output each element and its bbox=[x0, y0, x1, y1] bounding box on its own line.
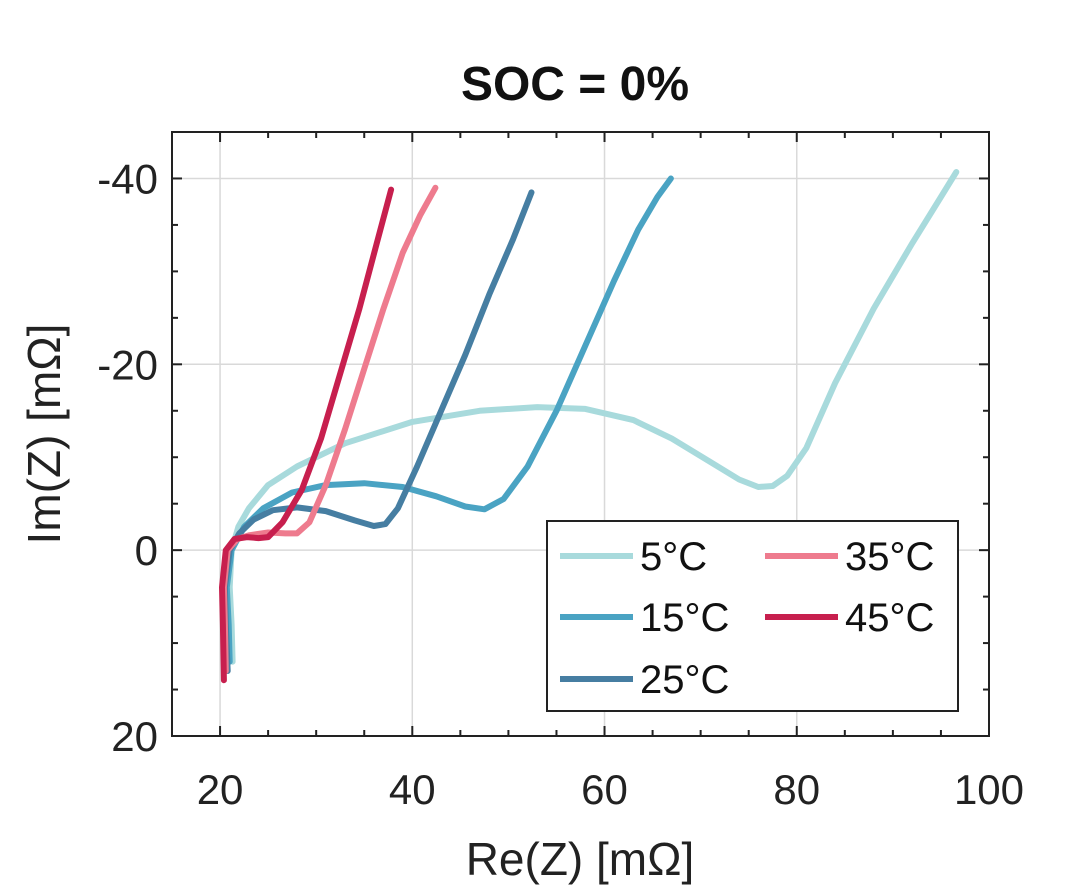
y-tick-label: 0 bbox=[135, 527, 158, 574]
y-tick-label: -40 bbox=[97, 155, 158, 202]
chart-title: SOC = 0% bbox=[461, 58, 689, 111]
x-tick-label: 40 bbox=[389, 766, 436, 813]
x-axis-label: Re(Z) [mΩ] bbox=[466, 833, 695, 885]
legend-label: 25°C bbox=[640, 658, 729, 702]
x-tick-labels: 20 40 60 80 100 bbox=[197, 766, 1024, 813]
x-tick-label: 60 bbox=[581, 766, 628, 813]
x-tick-label: 80 bbox=[773, 766, 820, 813]
plot-frame bbox=[171, 131, 990, 737]
legend-label: 5°C bbox=[640, 535, 707, 579]
series-lines bbox=[219, 169, 960, 684]
legend-label: 35°C bbox=[845, 535, 934, 579]
x-tick-label: 20 bbox=[197, 766, 244, 813]
y-tick-label: -20 bbox=[97, 341, 158, 388]
x-tick-label: 100 bbox=[954, 766, 1024, 813]
legend-label: 15°C bbox=[640, 596, 729, 640]
legend: 5°C 15°C 25°C 35°C 45°C bbox=[546, 520, 959, 712]
series-line bbox=[219, 186, 395, 684]
series-line bbox=[226, 169, 960, 665]
legend-label: 45°C bbox=[845, 596, 934, 640]
y-tick-label: 20 bbox=[111, 713, 158, 760]
y-axis-label: Im(Z) [mΩ] bbox=[18, 324, 70, 545]
y-tick-labels: -40 -20 0 20 bbox=[97, 155, 158, 760]
